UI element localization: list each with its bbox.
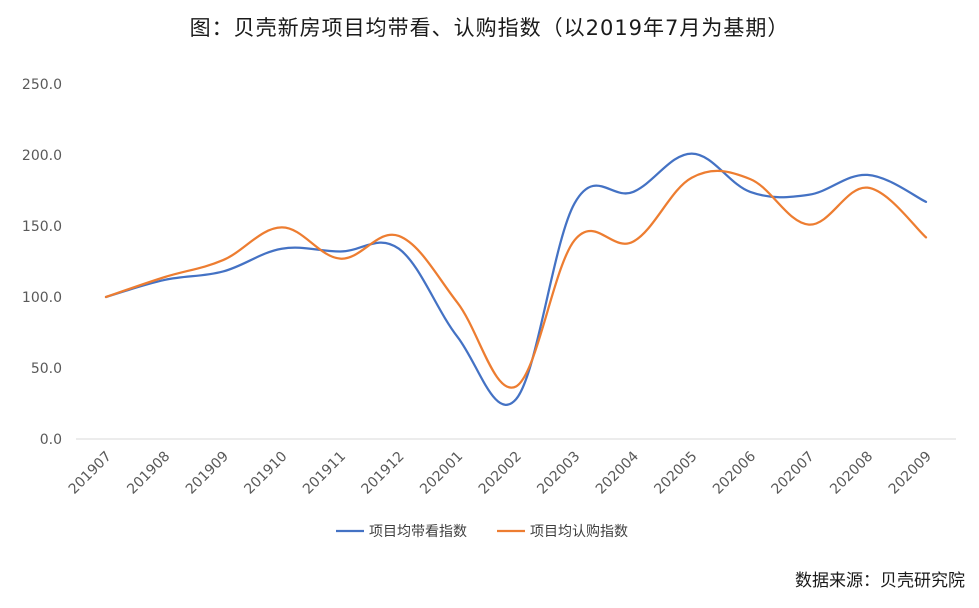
source-note: 数据来源：贝壳研究院 [795,571,965,591]
legend-label: 项目均认购指数 [530,524,628,540]
y-tick-label: 150.0 [22,219,62,235]
legend-label: 项目均带看指数 [369,524,467,540]
series-line-2 [104,169,928,389]
x-tick-label: 202003 [534,449,583,498]
x-tick-label: 202009 [886,449,935,498]
x-tick-label: 201907 [66,449,115,498]
chart-title: 图：贝壳新房项目均带看、认购指数（以2019年7月为基期） [189,16,790,40]
x-tick-label: 201908 [124,449,173,498]
y-tick-label: 200.0 [22,148,62,164]
y-tick-label: 100.0 [22,290,62,306]
x-tick-label: 201910 [241,449,290,498]
y-axis: 0.0 50.0 100.0 150.0 200.0 250.0 [22,77,62,448]
x-tick-label: 202005 [651,449,700,498]
x-tick-label: 202007 [769,449,818,498]
x-tick-label: 202002 [476,449,525,498]
y-tick-label: 0.0 [40,432,62,448]
x-tick-label: 201911 [300,449,349,498]
x-tick-label: 201909 [183,449,232,498]
x-axis: 201907 201908 201909 201910 201911 201912 2020… [66,438,956,498]
x-tick-label: 202008 [827,449,876,498]
y-tick-label: 250.0 [22,77,62,93]
y-tick-label: 50.0 [31,361,62,377]
series-layer [104,152,928,406]
series-line-1 [104,152,928,406]
x-tick-label: 202006 [710,448,759,497]
x-tick-label: 202004 [593,448,642,497]
x-tick-label: 202001 [417,449,466,498]
x-tick-label: 201912 [359,449,408,498]
legend: 项目均带看指数 项目均认购指数 [336,524,628,540]
